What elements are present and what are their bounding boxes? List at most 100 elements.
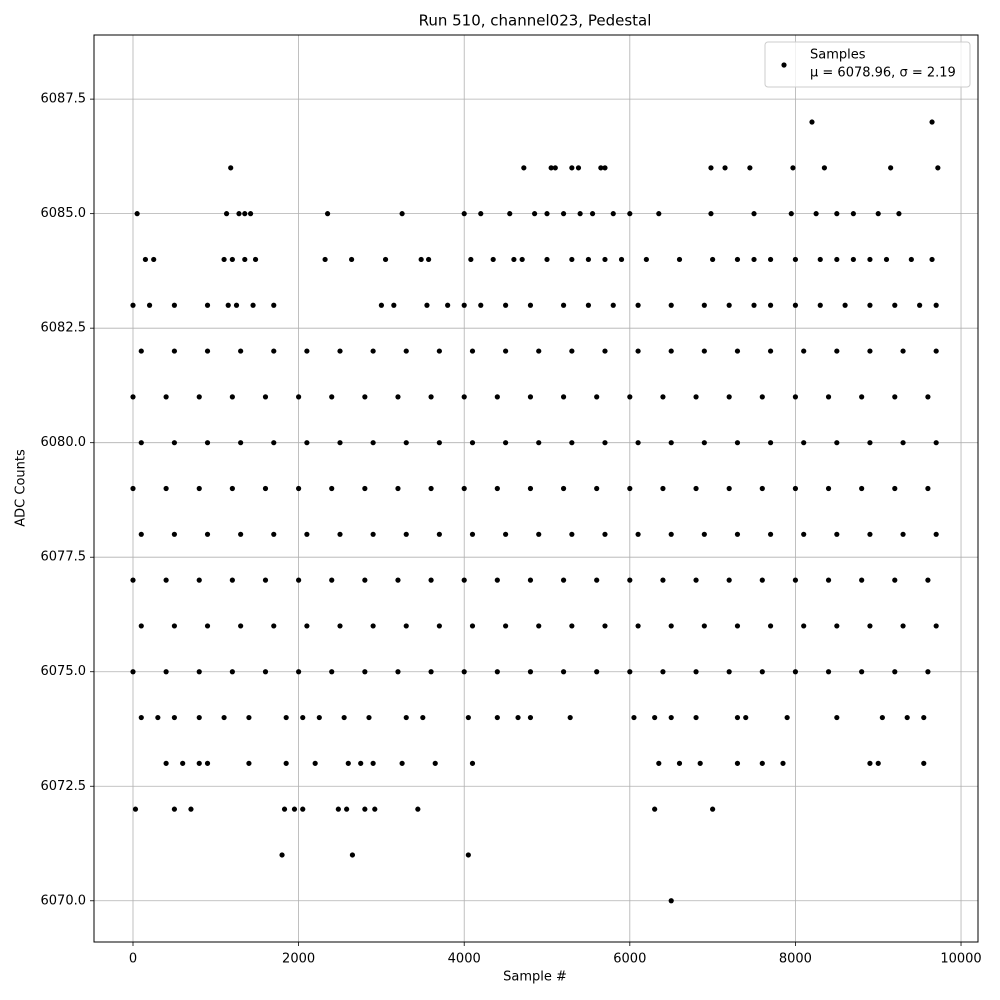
data-point xyxy=(767,531,774,537)
data-point xyxy=(138,348,144,354)
data-point xyxy=(329,394,335,400)
data-point xyxy=(552,165,558,171)
data-point xyxy=(567,714,573,721)
x-tick-label: 4000 xyxy=(448,952,481,967)
legend-label: Samples xyxy=(810,48,866,63)
data-point xyxy=(461,485,467,492)
data-point xyxy=(817,256,823,263)
data-point xyxy=(850,256,856,263)
data-point xyxy=(262,577,269,583)
data-point xyxy=(469,531,476,537)
data-point xyxy=(734,440,741,446)
data-point xyxy=(792,669,799,675)
data-point xyxy=(867,348,873,354)
data-point xyxy=(693,485,699,492)
data-point xyxy=(337,440,343,446)
data-point xyxy=(734,348,741,354)
data-point xyxy=(892,302,898,308)
data-point xyxy=(283,760,289,766)
data-point xyxy=(569,623,575,629)
data-point xyxy=(560,669,567,675)
data-point xyxy=(436,440,442,446)
y-tick-label: 6082.5 xyxy=(41,321,87,336)
data-point xyxy=(834,211,840,217)
data-point xyxy=(271,302,277,308)
data-point xyxy=(925,577,931,583)
data-point xyxy=(403,440,409,446)
data-point xyxy=(151,256,157,263)
data-point xyxy=(701,348,707,354)
data-point xyxy=(362,394,368,400)
data-point xyxy=(792,577,799,583)
data-point xyxy=(349,852,356,858)
data-point xyxy=(271,531,277,537)
data-point xyxy=(693,577,699,583)
data-point xyxy=(291,806,298,812)
data-point xyxy=(888,165,894,171)
data-point xyxy=(560,485,567,492)
data-point xyxy=(925,485,931,492)
data-point xyxy=(196,669,202,675)
data-point xyxy=(759,760,765,766)
data-point xyxy=(867,440,873,446)
data-point xyxy=(933,302,939,308)
data-point xyxy=(751,302,757,308)
data-point xyxy=(790,165,796,171)
data-point xyxy=(146,302,153,308)
data-point xyxy=(904,714,910,721)
data-point xyxy=(204,348,211,354)
data-point xyxy=(929,119,935,125)
data-point xyxy=(494,669,500,675)
data-point xyxy=(345,760,351,766)
data-point xyxy=(296,577,302,583)
data-point xyxy=(602,165,608,171)
data-point xyxy=(337,623,343,629)
data-point xyxy=(821,165,828,171)
data-point xyxy=(859,394,865,400)
data-point xyxy=(171,302,178,308)
data-point xyxy=(163,577,169,583)
data-point xyxy=(247,211,254,217)
data-point xyxy=(767,256,774,263)
data-point xyxy=(747,165,753,171)
data-point xyxy=(867,531,873,537)
data-point xyxy=(892,485,898,492)
y-axis-label: ADC Counts xyxy=(14,449,29,527)
data-point xyxy=(424,302,430,308)
x-tick-label: 6000 xyxy=(613,952,646,967)
data-point xyxy=(734,623,741,629)
data-point xyxy=(130,302,136,308)
data-point xyxy=(461,302,467,308)
data-point xyxy=(279,852,285,858)
data-point xyxy=(221,256,227,263)
legend-note: μ = 6078.96, σ = 2.19 xyxy=(810,66,956,81)
data-point xyxy=(668,531,674,537)
data-point xyxy=(503,531,509,537)
data-point xyxy=(469,440,476,446)
data-point xyxy=(726,577,732,583)
data-point xyxy=(784,714,790,721)
data-point xyxy=(322,256,328,263)
data-point xyxy=(834,440,840,446)
data-point xyxy=(767,302,774,308)
data-point xyxy=(418,256,424,263)
data-point xyxy=(900,440,906,446)
data-point xyxy=(469,348,476,354)
data-point xyxy=(262,669,269,675)
data-point xyxy=(478,302,484,308)
data-point xyxy=(138,623,144,629)
data-point xyxy=(436,623,442,629)
data-point xyxy=(602,531,608,537)
data-point xyxy=(792,485,799,492)
data-point xyxy=(204,302,211,308)
data-point xyxy=(676,256,683,263)
data-point xyxy=(635,302,641,308)
data-point xyxy=(527,714,534,721)
data-point xyxy=(395,485,401,492)
data-point xyxy=(801,623,807,629)
data-point xyxy=(536,623,542,629)
data-point xyxy=(382,256,389,263)
data-point xyxy=(527,485,534,492)
data-point xyxy=(316,714,322,721)
x-tick-label: 2000 xyxy=(282,952,315,967)
